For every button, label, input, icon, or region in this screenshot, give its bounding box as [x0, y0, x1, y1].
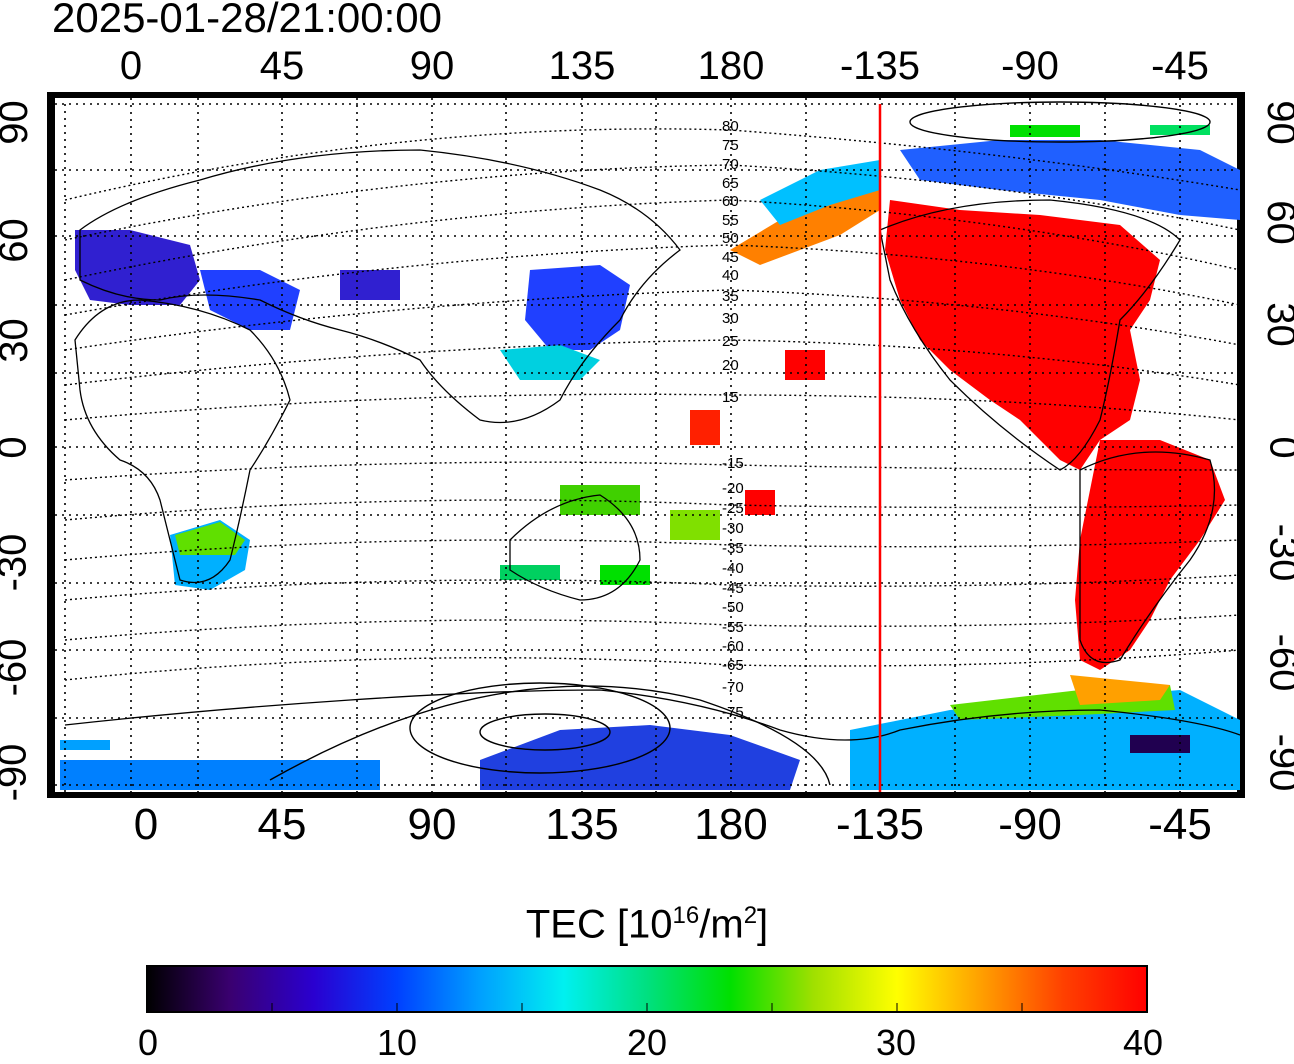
colorbar: [146, 965, 1148, 1013]
colorbar-tick-label: 10: [376, 1022, 418, 1063]
data-patch-south-africa: [175, 522, 245, 555]
tec-map: 80 75 70 65 60 55 50 45 40 35 30 25 20 1…: [47, 92, 1245, 798]
lon-tick-top: -135: [839, 44, 921, 88]
contour-label-group: 80 75 70 65 60 55 50 45 40 35 30 25 20 1…: [722, 118, 744, 721]
contour-label: 40: [722, 267, 739, 284]
contour-label: 50: [722, 230, 739, 247]
colorbar-tick-label: 20: [626, 1022, 668, 1063]
contour-label: 25: [722, 333, 739, 350]
colorbar-title-end: ]: [757, 902, 769, 947]
data-patch-arctic: [1010, 125, 1080, 137]
graticule: [55, 98, 1237, 792]
contour-label: -55: [722, 619, 744, 636]
data-patch-arctic: [900, 140, 1240, 220]
lon-tick-bottom: 90: [407, 800, 457, 849]
tec-data-patches: [60, 125, 1240, 790]
lon-tick-top: 135: [548, 44, 616, 88]
data-patch-antarctica: [1070, 675, 1170, 705]
lon-tick-top: 0: [119, 44, 143, 88]
data-patch-australia: [560, 485, 640, 515]
colorbar-title-exponent2: 2: [743, 902, 758, 929]
contour-label: 75: [722, 137, 739, 154]
data-patch-pacific: [785, 350, 825, 380]
data-patch-middle-east: [200, 270, 300, 330]
colorbar-ticks: [271, 1003, 1023, 1012]
lon-tick-top: 90: [409, 44, 455, 88]
contour-label: 65: [722, 175, 739, 192]
data-patch-australia: [600, 565, 650, 585]
contour-label: 30: [722, 310, 739, 327]
contour-label: 70: [722, 156, 739, 173]
frame-marks: [47, 92, 1245, 798]
data-patch-south-america: [1075, 440, 1225, 670]
lon-tick-top: 45: [259, 44, 305, 88]
lon-tick-bottom: 135: [545, 800, 619, 849]
magnetic-contours: [64, 128, 1241, 681]
contour-label: -60: [722, 638, 744, 655]
lon-tick-top: -90: [1001, 44, 1059, 88]
data-patch-east-asia: [500, 345, 600, 380]
colorbar-title: TEC [1016/m2]: [0, 902, 1294, 947]
data-patch-alaska: [760, 160, 880, 225]
contour-label: 80: [722, 118, 739, 135]
contour-label: 35: [722, 288, 739, 305]
data-patch-pacific: [745, 490, 775, 515]
lon-tick-bottom: 180: [694, 800, 768, 849]
colorbar-tick-label: 40: [1122, 1022, 1164, 1063]
colorbar-tick-label: 0: [137, 1022, 159, 1063]
data-patch-australia: [500, 565, 560, 580]
contour-label: -35: [722, 540, 744, 557]
lon-tick-bottom: 0: [133, 800, 159, 849]
contour-label: -65: [722, 657, 744, 674]
lon-tick-top: -45: [1151, 44, 1209, 88]
contour-label: 55: [722, 212, 739, 229]
data-patch-east-asia: [525, 265, 630, 350]
timestamp-title: 2025-01-28/21:00:00: [52, 0, 442, 41]
contour-label: -20: [722, 480, 744, 497]
data-patch-antarctica: [60, 760, 380, 790]
colorbar-title-unit: /m: [699, 902, 744, 947]
lon-tick-top: 180: [697, 44, 765, 88]
data-patch-pacific: [690, 410, 720, 445]
data-patch-north-america: [885, 200, 1160, 470]
contour-label: 15: [722, 389, 739, 406]
contour-label: -25: [722, 500, 744, 517]
contour-label: -75: [722, 704, 744, 721]
contour-label: -15: [722, 455, 744, 472]
coastlines: [64, 149, 1241, 741]
contour-label: -50: [722, 599, 744, 616]
magnetic-pole-contours: [269, 101, 1211, 786]
lon-tick-bottom: -45: [1148, 800, 1212, 849]
lon-tick-bottom: -90: [998, 800, 1062, 849]
contour-label: 45: [722, 249, 739, 266]
contour-label: -30: [722, 520, 744, 537]
colorbar-title-exponent: 16: [672, 902, 700, 929]
contour-label: 20: [722, 357, 739, 374]
contour-label: 60: [722, 193, 739, 210]
colorbar-tick-label: 30: [875, 1022, 917, 1063]
contour-label: -70: [722, 679, 744, 696]
data-patch-arctic: [1150, 125, 1210, 135]
data-patch-nz: [670, 510, 720, 540]
data-patch-asia: [340, 270, 400, 300]
lon-tick-bottom: 45: [257, 800, 307, 849]
contour-label: -45: [722, 580, 744, 597]
lon-tick-bottom: -135: [835, 800, 925, 849]
data-patch-antarctica: [1130, 735, 1190, 753]
colorbar-title-main: TEC [10: [525, 902, 673, 947]
data-patch-antarctica: [60, 740, 110, 750]
data-patch-europe: [75, 230, 200, 305]
contour-label: -40: [722, 560, 744, 577]
